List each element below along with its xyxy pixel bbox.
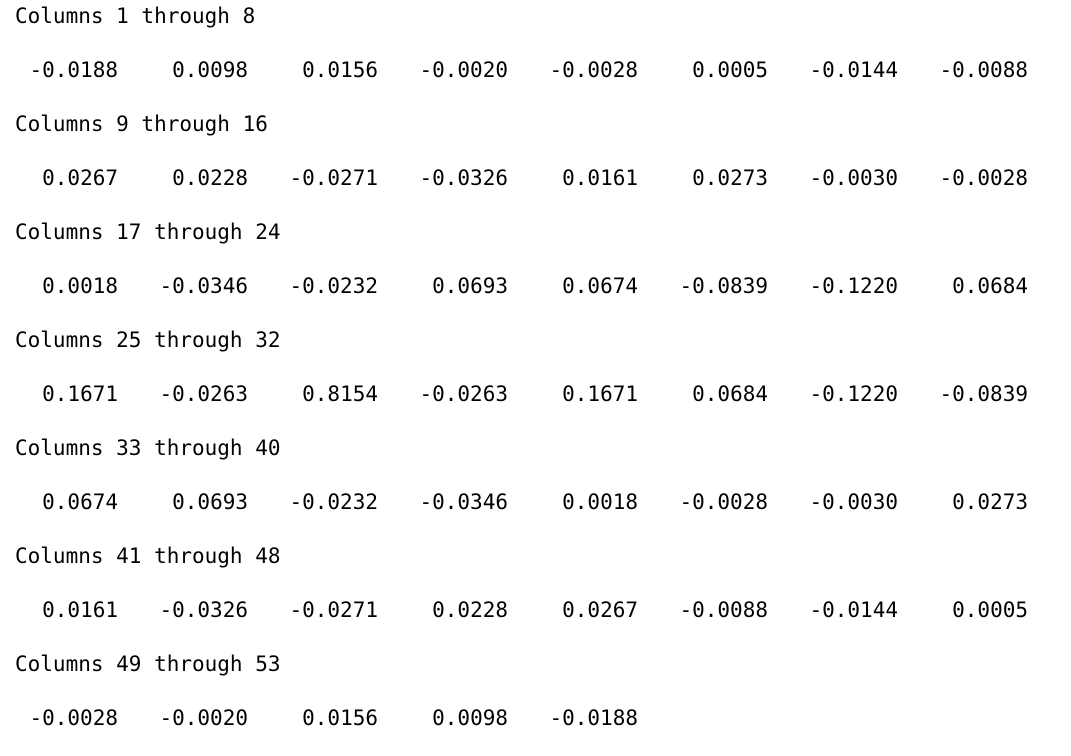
value-cell: 0.0018 [562, 490, 638, 514]
value-cell: -0.0088 [939, 58, 1028, 82]
value-cell: -0.0263 [419, 382, 508, 406]
value-cell: 0.0228 [432, 598, 508, 622]
value-cell: -0.0271 [289, 598, 378, 622]
value-cell: -0.0030 [809, 166, 898, 190]
value-row: 0.0674 0.0693 -0.0232 -0.0346 0.0018 -0.… [0, 488, 1071, 516]
value-cell: -0.0839 [939, 382, 1028, 406]
value-cell: 0.0267 [562, 598, 638, 622]
value-cell: 0.0228 [172, 166, 248, 190]
column-range-header: Columns 9 through 16 [15, 112, 268, 136]
value-cell: -0.0028 [939, 166, 1028, 190]
value-cell: -0.0144 [809, 598, 898, 622]
value-cell: -0.0020 [159, 706, 248, 730]
value-cell: -0.0028 [549, 58, 638, 82]
column-range-header: Columns 41 through 48 [15, 544, 281, 568]
value-cell: 0.0161 [562, 166, 638, 190]
value-cell: -0.1220 [809, 274, 898, 298]
value-cell: 0.0156 [302, 58, 378, 82]
value-row: 0.0267 0.0228 -0.0271 -0.0326 0.0161 0.0… [0, 164, 1071, 192]
value-row: 0.0018 -0.0346 -0.0232 0.0693 0.0674 -0.… [0, 272, 1071, 300]
value-cell: 0.0005 [952, 598, 1028, 622]
value-cell: 0.0018 [42, 274, 118, 298]
value-cell: 0.0098 [432, 706, 508, 730]
value-cell: -0.0088 [679, 598, 768, 622]
column-range-header: Columns 25 through 32 [15, 328, 281, 352]
value-row: 0.0161 -0.0326 -0.0271 0.0228 0.0267 -0.… [0, 596, 1071, 624]
value-cell: 0.0693 [432, 274, 508, 298]
value-cell: 0.0005 [692, 58, 768, 82]
value-cell: 0.0674 [562, 274, 638, 298]
column-range-header: Columns 17 through 24 [15, 220, 281, 244]
value-cell: -0.0020 [419, 58, 508, 82]
column-block: Columns 41 through 48 0.0161 -0.0326 -0.… [0, 540, 1071, 648]
column-block: Columns 17 through 24 0.0018 -0.0346 -0.… [0, 216, 1071, 324]
value-cell: 0.0156 [302, 706, 378, 730]
value-cell: -0.0028 [679, 490, 768, 514]
column-range-header: Columns 33 through 40 [15, 436, 281, 460]
column-range-header: Columns 49 through 53 [15, 652, 281, 676]
value-cell: -0.0188 [29, 58, 118, 82]
value-cell: -0.0028 [29, 706, 118, 730]
value-cell: -0.0346 [419, 490, 508, 514]
value-cell: -0.0839 [679, 274, 768, 298]
value-cell: -0.0232 [289, 490, 378, 514]
value-row: -0.0188 0.0098 0.0156 -0.0020 -0.0028 0.… [0, 56, 1071, 84]
value-cell: 0.0098 [172, 58, 248, 82]
value-cell: 0.0684 [952, 274, 1028, 298]
value-cell: -0.0030 [809, 490, 898, 514]
column-block: Columns 1 through 8 -0.0188 0.0098 0.015… [0, 0, 1071, 108]
value-cell: 0.1671 [42, 382, 118, 406]
value-cell: 0.0693 [172, 490, 248, 514]
value-cell: -0.0232 [289, 274, 378, 298]
value-row: -0.0028 -0.0020 0.0156 0.0098 -0.0188 [0, 704, 1071, 732]
value-cell: -0.0188 [549, 706, 638, 730]
column-block: Columns 9 through 16 0.0267 0.0228 -0.02… [0, 108, 1071, 216]
value-cell: 0.0684 [692, 382, 768, 406]
value-cell: -0.0271 [289, 166, 378, 190]
value-cell: 0.0273 [952, 490, 1028, 514]
value-row: 0.1671 -0.0263 0.8154 -0.0263 0.1671 0.0… [0, 380, 1071, 408]
value-cell: 0.0161 [42, 598, 118, 622]
value-cell: -0.0326 [159, 598, 248, 622]
value-cell: -0.1220 [809, 382, 898, 406]
value-cell: 0.8154 [302, 382, 378, 406]
column-range-header: Columns 1 through 8 [15, 4, 256, 28]
column-block: Columns 25 through 32 0.1671 -0.0263 0.8… [0, 324, 1071, 432]
value-cell: -0.0346 [159, 274, 248, 298]
column-block: Columns 33 through 40 0.0674 0.0693 -0.0… [0, 432, 1071, 540]
column-block: Columns 49 through 53 -0.0028 -0.0020 0.… [0, 648, 1071, 756]
value-cell: 0.0674 [42, 490, 118, 514]
value-cell: 0.1671 [562, 382, 638, 406]
value-cell: -0.0144 [809, 58, 898, 82]
value-cell: 0.0273 [692, 166, 768, 190]
value-cell: -0.0263 [159, 382, 248, 406]
value-cell: 0.0267 [42, 166, 118, 190]
value-cell: -0.0326 [419, 166, 508, 190]
